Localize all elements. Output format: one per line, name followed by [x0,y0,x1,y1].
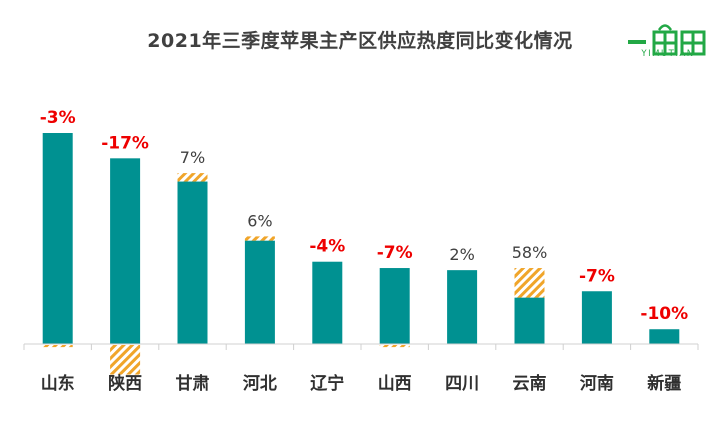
bar-4 [244,240,275,344]
change-hatch-2 [110,345,141,375]
bar-8 [514,297,545,344]
change-label-10: -10% [640,304,688,324]
change-label-2: -17% [101,133,149,153]
chart-title: 2021年三季度苹果主产区供应热度同比变化情况 [147,30,573,52]
bar-10 [649,329,680,344]
category-label-1: 山东 [41,373,75,394]
change-hatch-8 [514,268,545,298]
logo-text: YIMUTIAN [641,49,695,59]
yimutian-logo-icon [628,24,706,56]
category-label-9: 河南 [580,373,614,394]
bar-7 [447,270,478,344]
change-label-4: 6% [247,211,272,230]
bar-6 [379,268,410,344]
category-label-4: 河北 [243,374,277,394]
category-label-6: 山西 [378,374,412,394]
bar-5 [312,261,343,344]
bar-1 [42,133,73,344]
category-label-3: 甘肃 [176,373,210,394]
change-hatch-4 [244,236,275,241]
change-label-7: 2% [449,245,474,264]
category-label-7: 四川 [445,374,479,394]
change-label-5: -4% [309,237,345,257]
category-label-2: 陕西 [108,373,142,394]
category-label-8: 云南 [513,373,547,394]
change-label-6: -7% [377,243,413,263]
change-label-9: -7% [579,266,615,286]
bar-2 [110,158,141,344]
change-hatch-1 [42,345,73,348]
change-label-8: 58% [512,243,548,262]
bar-3 [177,181,208,344]
category-label-10: 新疆 [647,373,681,394]
category-label-5: 辽宁 [310,373,344,394]
change-label-3: 7% [180,148,205,167]
change-hatch-3 [177,173,208,182]
bar-9 [581,291,612,344]
change-hatch-6 [379,345,410,348]
change-label-1: -3% [40,108,76,128]
